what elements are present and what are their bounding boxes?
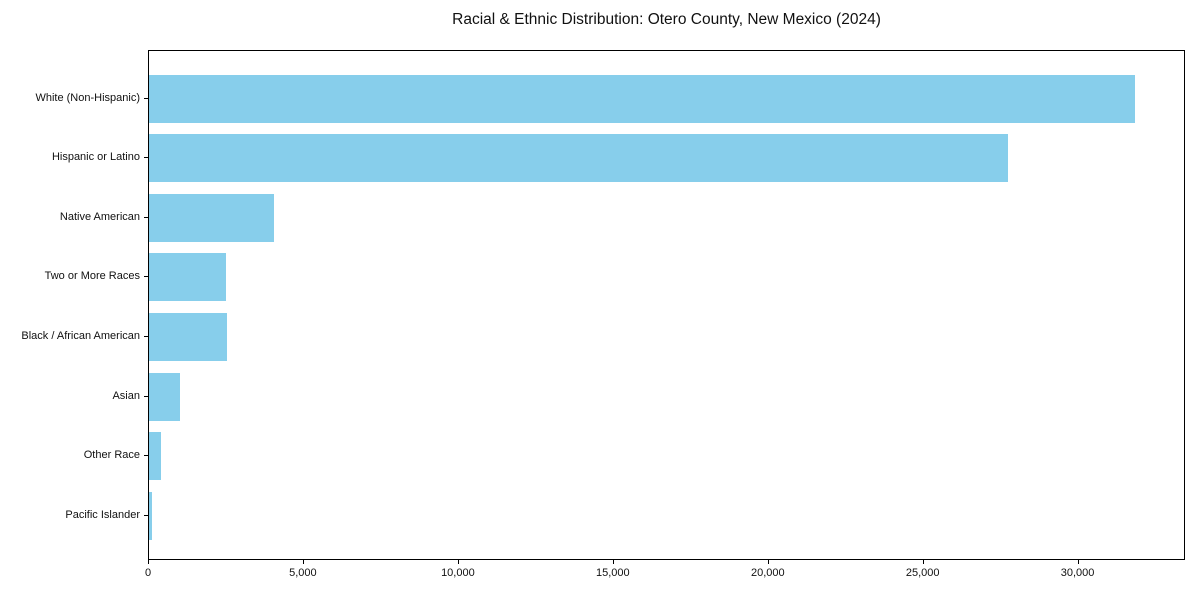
y-axis-tick-mark xyxy=(144,97,148,99)
y-axis-label-pacific-islander: Pacific Islander xyxy=(65,508,140,521)
y-axis-tick-mark xyxy=(144,216,148,218)
x-axis-tick-mark xyxy=(612,560,614,564)
y-axis-label-two-or-more-races: Two or More Races xyxy=(44,270,140,283)
y-axis-label-native-american: Native American xyxy=(59,210,140,223)
x-axis-tick-mark xyxy=(457,560,459,564)
y-axis-label-asian: Asian xyxy=(112,389,140,402)
y-axis-label-other-race: Other Race xyxy=(83,449,140,462)
y-axis-tick-mark xyxy=(144,335,148,337)
chart-title: Racial & Ethnic Distribution: Otero Coun… xyxy=(452,11,881,28)
y-axis-tick-mark xyxy=(144,157,148,159)
bar-white-non-hispanic xyxy=(149,74,1136,123)
y-axis-tick-mark xyxy=(144,455,148,457)
bar-black-african-american xyxy=(149,312,228,361)
x-axis-tick-label-0: 0 xyxy=(144,567,152,579)
x-axis-tick-label-25000: 25,000 xyxy=(905,567,940,579)
y-axis-label-black-african-american: Black / African American xyxy=(21,329,140,342)
y-axis-tick-mark xyxy=(144,276,148,278)
x-axis-tick-label-20000: 20,000 xyxy=(750,567,785,579)
x-axis-tick-label-30000: 30,000 xyxy=(1060,567,1095,579)
bar-hispanic-or-latino xyxy=(149,134,1008,183)
y-axis-tick-mark xyxy=(144,395,148,397)
bar-pacific-islander xyxy=(149,491,152,540)
x-axis-tick-label-15000: 15,000 xyxy=(595,567,630,579)
bar-two-or-more-races xyxy=(149,253,226,302)
y-axis-label-white-non-hispanic: White (Non-Hispanic) xyxy=(35,91,140,104)
x-axis-tick-mark xyxy=(922,560,924,564)
bar-asian xyxy=(149,372,180,421)
x-axis-tick-mark xyxy=(302,560,304,564)
y-axis-tick-mark xyxy=(144,514,148,516)
x-axis-tick-mark xyxy=(148,560,149,564)
bar-other-race xyxy=(149,432,162,481)
y-axis-label-hispanic-or-latino: Hispanic or Latino xyxy=(51,151,140,164)
plot-area xyxy=(148,50,1185,560)
x-axis-tick-mark xyxy=(1077,560,1079,564)
bar-native-american xyxy=(149,193,274,242)
x-axis-tick-mark xyxy=(767,560,769,564)
x-axis-tick-label-10000: 10,000 xyxy=(441,567,475,579)
x-axis-tick-label-5000: 5,000 xyxy=(289,567,317,579)
